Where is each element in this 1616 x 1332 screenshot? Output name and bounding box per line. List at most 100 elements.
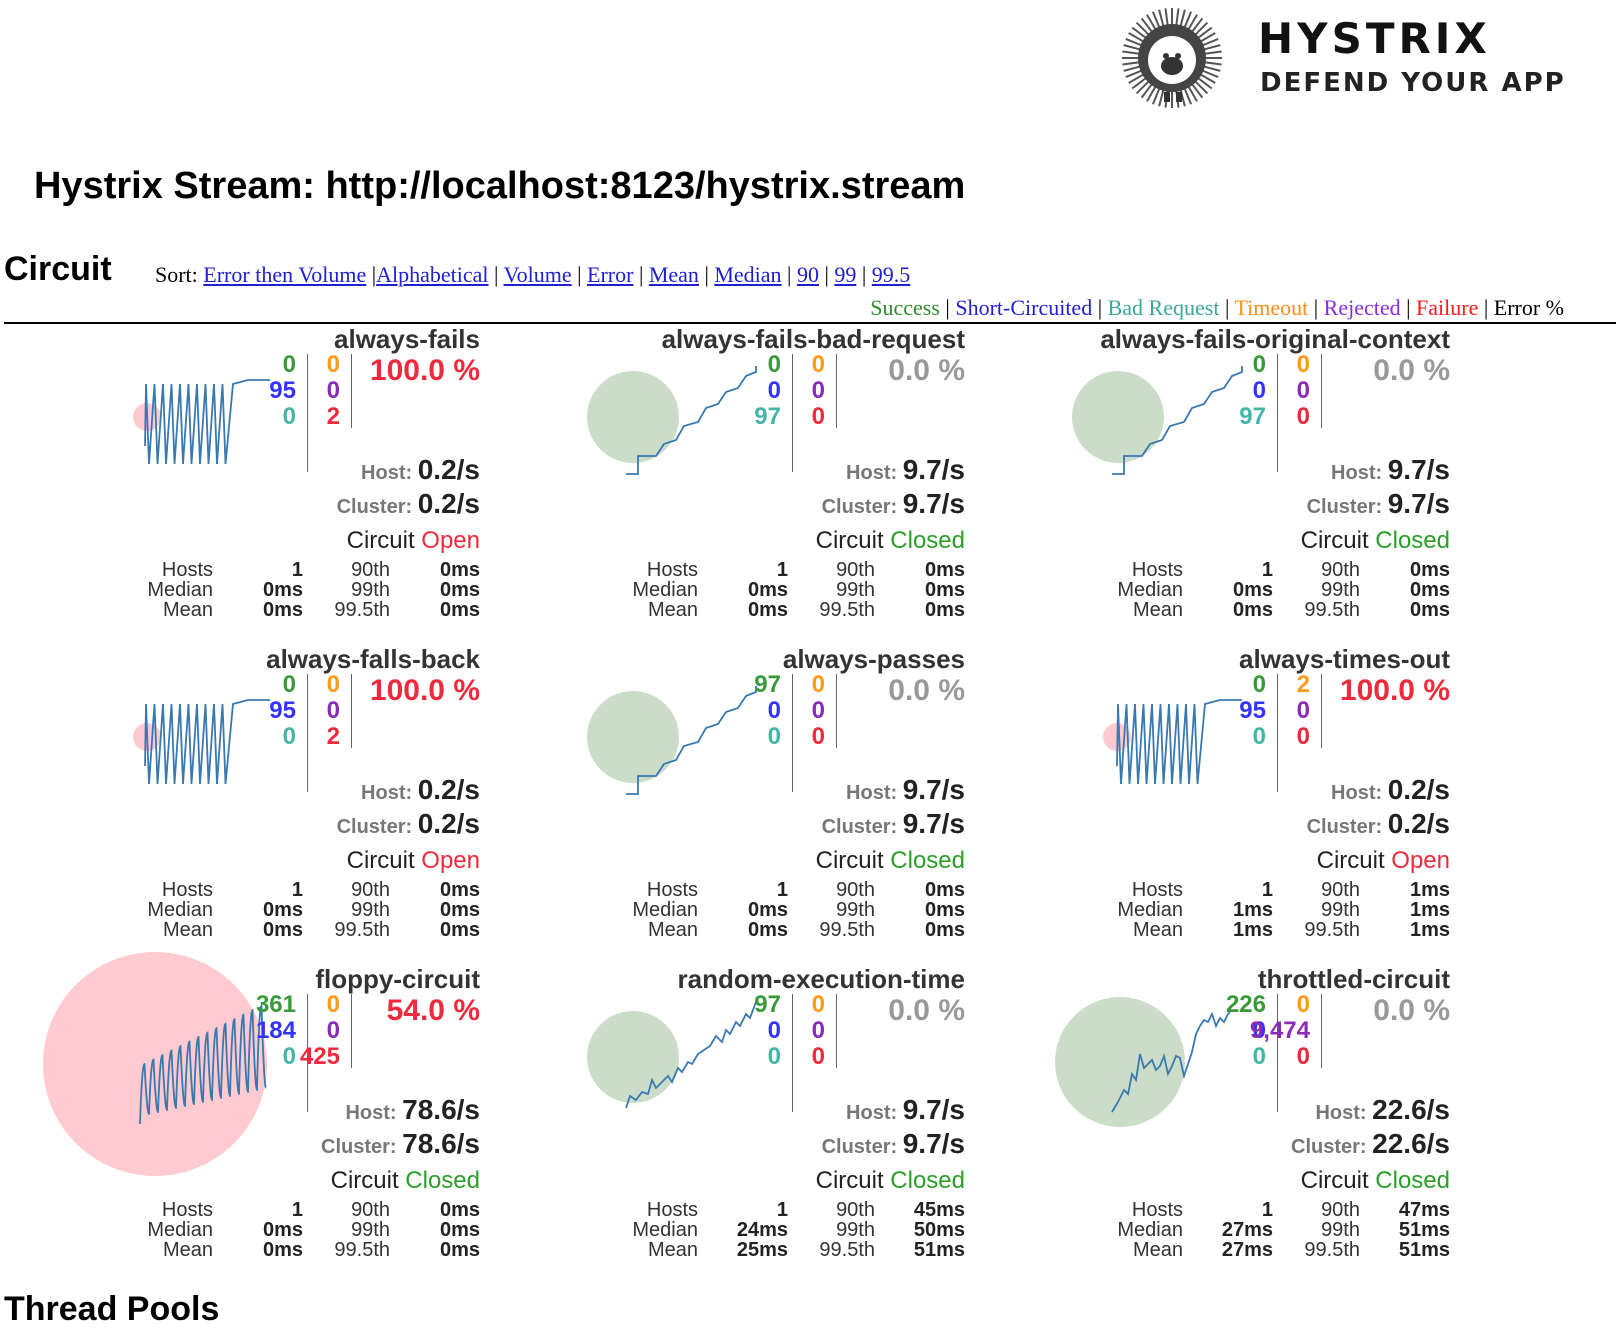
- cluster-rate: Cluster: 9.7/s: [822, 1128, 965, 1160]
- timeout-count: 0: [811, 351, 825, 378]
- hosts-label: Hosts: [646, 559, 698, 581]
- request-rate-sparkline: [626, 366, 757, 475]
- circuit-monitor-always-fails-original-context: always-fails-original-context 0 0 97 0 0 0 0.0 …: [970, 324, 1450, 644]
- circuit-state-value: Closed: [1375, 527, 1450, 554]
- p995-label: 99.5th: [819, 919, 875, 941]
- circuit-status-label: Circuit: [815, 1167, 891, 1194]
- success-short-bad-counts: 0 0 97: [1239, 352, 1266, 430]
- host-rate-value: 9.7/s: [902, 454, 965, 485]
- rejected-count: 0: [326, 1017, 340, 1044]
- circuit-name: throttled-circuit: [1257, 964, 1450, 994]
- sort-bar: Sort: Error then Volume |Alphabetical | …: [155, 262, 911, 287]
- median-label: Median: [1117, 579, 1183, 601]
- circuit-status-label: Circuit: [1300, 527, 1376, 554]
- p90-value: 0ms: [439, 879, 480, 901]
- cluster-rate-value: 0.2/s: [1387, 808, 1450, 839]
- p995-value: 51ms: [913, 1239, 965, 1261]
- p995-value: 1ms: [1409, 919, 1450, 941]
- bad-request-count: 97: [754, 403, 781, 430]
- median-value: 24ms: [736, 1219, 788, 1241]
- timeout-rejected-failure-counts: 0 9,474 0: [1250, 992, 1310, 1070]
- circuit-monitor-floppy-circuit: floppy-circuit 361 184 0 0 0 425 54.0 % Host: 78…: [0, 952, 480, 1284]
- circuit-graph: [133, 699, 270, 785]
- p90-label: 90th: [351, 559, 390, 581]
- failure-count: 0: [811, 1043, 825, 1070]
- host-rate-value: 78.6/s: [402, 1094, 480, 1125]
- error-percentage: 100.0 %: [369, 674, 480, 707]
- hosts-label: Hosts: [646, 1199, 698, 1221]
- sort-mean-link[interactable]: Mean: [648, 262, 699, 287]
- sort-error-link[interactable]: Error: [587, 262, 634, 287]
- host-rate: Host: 9.7/s: [846, 774, 965, 806]
- hosts-value: 1: [1261, 559, 1273, 581]
- p99-label: 99th: [1321, 1219, 1360, 1241]
- rejected-count: 0: [811, 377, 825, 404]
- p995-value: 0ms: [1409, 599, 1450, 621]
- circuit-status: Circuit Closed: [816, 1167, 965, 1195]
- host-rate: Host: 0.2/s: [361, 774, 480, 806]
- request-rate-sparkline: [139, 1004, 267, 1125]
- request-rate-sparkline: [626, 686, 757, 795]
- success-short-bad-counts: 226 0 0: [1226, 992, 1266, 1070]
- timeout-rejected-failure-counts: 0 0 425: [300, 992, 340, 1070]
- success-short-bad-counts: 0 0 97: [754, 352, 781, 430]
- circuit-status-label: Circuit: [346, 847, 422, 874]
- volume-bubble: [1072, 371, 1164, 463]
- rejected-count: 9,474: [1249, 1017, 1310, 1044]
- success-short-bad-counts: 0 95 0: [1239, 672, 1266, 750]
- cluster-rate-value: 9.7/s: [902, 1128, 965, 1159]
- circuit-status: Circuit Closed: [331, 1167, 480, 1195]
- p90-value: 47ms: [1398, 1199, 1450, 1221]
- sort-alphabetical-link[interactable]: Alphabetical: [376, 262, 489, 287]
- sort-error-then-volume-link[interactable]: Error then Volume: [203, 262, 367, 287]
- hosts-label: Hosts: [161, 879, 213, 901]
- median-value: 0ms: [1232, 579, 1273, 601]
- host-rate-value: 0.2/s: [417, 774, 480, 805]
- sort-volume-link[interactable]: Volume: [503, 262, 572, 287]
- circuit-monitor-always-times-out: always-times-out 0 95 0 2 0 0 100.0 % Host: 0.2/…: [970, 644, 1450, 964]
- mean-label: Mean: [647, 1239, 698, 1261]
- p995-label: 99.5th: [334, 599, 390, 621]
- sort-99-link[interactable]: 99: [834, 262, 857, 287]
- legend-failure: Failure: [1416, 295, 1479, 320]
- circuit-monitor-always-falls-back: always-falls-back 0 95 0 0 0 2 100.0 % Host: 0.2…: [0, 644, 480, 964]
- count-divider: [1277, 674, 1278, 792]
- short-circuited-count: 95: [1239, 697, 1266, 724]
- cluster-rate: Cluster: 0.2/s: [337, 488, 480, 520]
- rejected-count: 0: [811, 697, 825, 724]
- sort-90-link[interactable]: 90: [796, 262, 819, 287]
- hosts-label: Hosts: [646, 879, 698, 901]
- cluster-rate-value: 9.7/s: [1387, 488, 1450, 519]
- short-circuited-count: 95: [269, 697, 296, 724]
- circuit-status: Circuit Open: [347, 847, 480, 875]
- mean-label: Mean: [647, 599, 698, 621]
- circuit-state-value: Open: [421, 527, 480, 554]
- circuit-state-value: Closed: [890, 527, 965, 554]
- mean-label: Mean: [162, 1239, 213, 1261]
- sort-99-5-link[interactable]: 99.5: [871, 262, 911, 287]
- failure-count: 2: [326, 403, 340, 430]
- mean-value: 0ms: [262, 599, 303, 621]
- circuit-graph: [587, 686, 757, 795]
- error-divider: [836, 354, 837, 428]
- p99-value: 0ms: [924, 899, 965, 921]
- request-rate-sparkline: [1112, 366, 1243, 475]
- cluster-rate-value: 0.2/s: [417, 808, 480, 839]
- cluster-rate: Cluster: 9.7/s: [1307, 488, 1450, 520]
- count-divider: [307, 994, 308, 1112]
- host-rate-value: 0.2/s: [417, 454, 480, 485]
- error-percentage: 0.0 %: [888, 354, 965, 387]
- p995-value: 0ms: [924, 599, 965, 621]
- cluster-rate-value: 9.7/s: [902, 488, 965, 519]
- hosts-label: Hosts: [1131, 559, 1183, 581]
- cluster-rate-label: Cluster:: [1306, 496, 1388, 518]
- sort-median-link[interactable]: Median: [714, 262, 782, 287]
- error-percentage: 100.0 %: [1339, 674, 1450, 707]
- timeout-count: 0: [811, 991, 825, 1018]
- circuit-name: always-falls-back: [266, 644, 480, 674]
- p995-label: 99.5th: [819, 1239, 875, 1261]
- short-circuited-count: 95: [269, 377, 296, 404]
